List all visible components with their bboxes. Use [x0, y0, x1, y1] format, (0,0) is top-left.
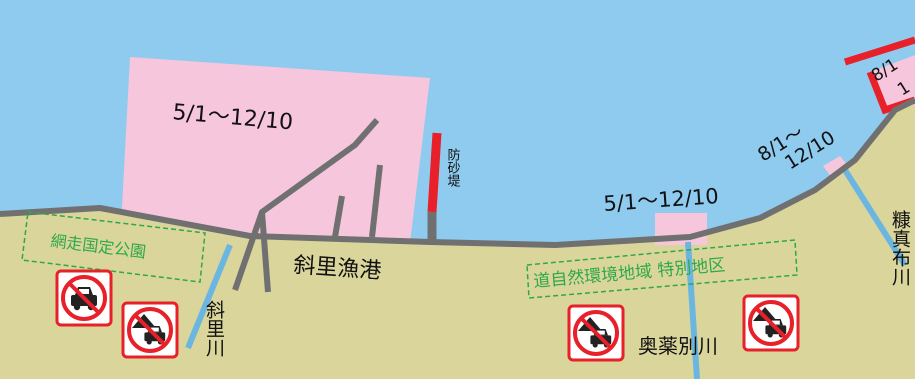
breakwater [427, 132, 442, 213]
harbor-restricted-zone [120, 57, 430, 245]
no-vehicle-tent-icon [567, 304, 625, 362]
shari-river [185, 243, 233, 350]
main-pier [232, 118, 380, 291]
okuyakubetsu-river-label: 奥薬別川 [638, 334, 718, 358]
park-boundary [21, 211, 206, 283]
no-vehicle-tent-icon [742, 294, 800, 352]
coastline [0, 97, 915, 248]
nukamappu-river [842, 168, 908, 267]
pier-finger-2 [369, 164, 383, 238]
harbor-label: 斜里漁港 [293, 253, 383, 284]
breakwater-label: 防砂堤 [445, 147, 461, 188]
nukamappu-river-label: 糠真布川 [889, 209, 911, 286]
shari-river-label: 斜里川 [203, 300, 225, 357]
land [0, 100, 915, 379]
no-vehicle-tent-icon [121, 301, 179, 359]
no-vehicle-icon [55, 269, 113, 327]
pier-stem [259, 211, 271, 293]
nature-area-boundary [526, 239, 798, 299]
pier-finger-1 [332, 195, 345, 238]
okuyakubetsu-river [685, 241, 700, 379]
nukamappu-restricted-zone [823, 156, 850, 178]
